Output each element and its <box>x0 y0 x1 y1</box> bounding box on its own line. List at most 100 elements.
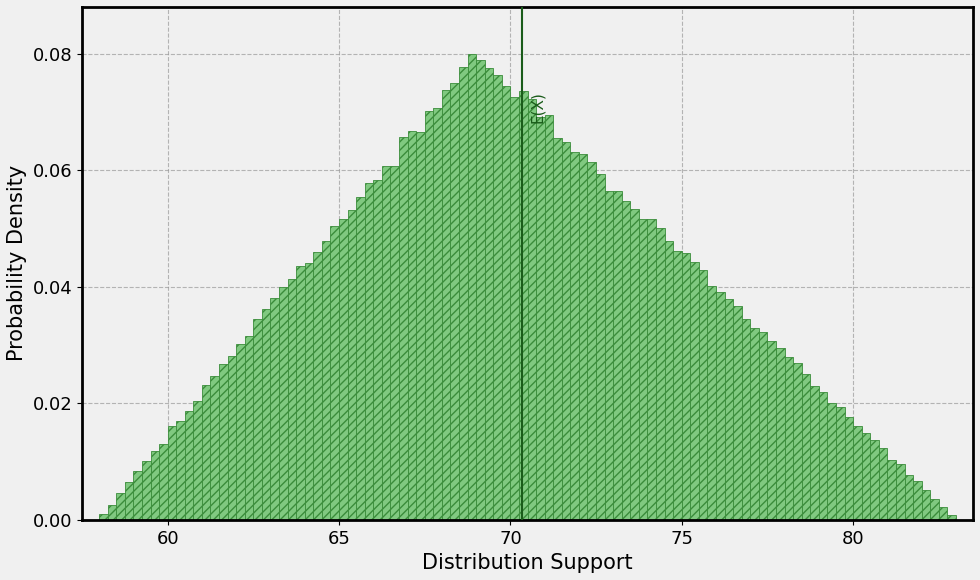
Bar <box>117 492 124 520</box>
Bar <box>767 341 776 520</box>
Bar <box>545 115 554 520</box>
Bar <box>605 191 613 520</box>
Bar <box>433 108 442 520</box>
Bar <box>887 460 896 520</box>
X-axis label: Distribution Support: Distribution Support <box>422 553 633 573</box>
Bar <box>476 60 485 520</box>
Bar <box>408 130 416 520</box>
Bar <box>451 83 459 520</box>
Bar <box>348 211 356 520</box>
Bar <box>424 111 433 520</box>
Bar <box>467 54 476 520</box>
Bar <box>845 416 854 520</box>
Bar <box>262 309 270 520</box>
Bar <box>382 165 390 520</box>
Bar <box>930 499 939 520</box>
Bar <box>802 374 810 520</box>
Bar <box>108 505 117 520</box>
Bar <box>99 514 108 520</box>
Bar <box>211 376 220 520</box>
Bar <box>682 253 690 520</box>
Bar <box>579 154 587 520</box>
Bar <box>836 408 845 520</box>
Bar <box>485 67 493 520</box>
Bar <box>270 298 279 520</box>
Bar <box>502 86 511 520</box>
Bar <box>133 472 142 520</box>
Bar <box>356 197 365 520</box>
Bar <box>896 464 905 520</box>
Bar <box>442 90 451 520</box>
Bar <box>236 343 245 520</box>
Bar <box>330 226 339 520</box>
Bar <box>939 508 948 520</box>
Text: E(X): E(X) <box>530 92 545 124</box>
Bar <box>459 67 467 520</box>
Bar <box>390 166 399 520</box>
Bar <box>305 263 314 520</box>
Bar <box>587 162 596 520</box>
Bar <box>287 279 296 520</box>
Bar <box>254 319 262 520</box>
Bar <box>245 336 254 520</box>
Bar <box>416 132 424 520</box>
Bar <box>314 252 321 520</box>
Bar <box>365 183 373 520</box>
Bar <box>321 241 330 520</box>
Bar <box>854 426 861 520</box>
Bar <box>716 292 724 520</box>
Bar <box>905 475 913 520</box>
Bar <box>562 142 570 520</box>
Bar <box>759 332 767 520</box>
Bar <box>185 411 193 520</box>
Bar <box>373 180 382 520</box>
Bar <box>202 385 211 520</box>
Bar <box>648 219 656 520</box>
Y-axis label: Probability Density: Probability Density <box>7 165 26 361</box>
Bar <box>921 490 930 520</box>
Bar <box>124 481 133 520</box>
Bar <box>142 461 151 520</box>
Bar <box>913 481 921 520</box>
Bar <box>399 137 408 520</box>
Bar <box>639 219 648 520</box>
Bar <box>708 286 716 520</box>
Bar <box>673 251 682 520</box>
Bar <box>621 201 630 520</box>
Bar <box>554 139 562 520</box>
Bar <box>159 444 168 520</box>
Bar <box>613 191 621 520</box>
Bar <box>733 306 742 520</box>
Bar <box>776 348 785 520</box>
Bar <box>279 287 287 520</box>
Bar <box>570 152 579 520</box>
Bar <box>220 364 227 520</box>
Bar <box>519 91 527 520</box>
Bar <box>861 433 870 520</box>
Bar <box>656 228 664 520</box>
Bar <box>536 117 545 520</box>
Bar <box>699 270 708 520</box>
Bar <box>690 262 699 520</box>
Bar <box>227 356 236 520</box>
Bar <box>827 403 836 520</box>
Bar <box>785 357 793 520</box>
Bar <box>339 219 348 520</box>
Bar <box>810 386 819 520</box>
Bar <box>511 97 519 520</box>
Bar <box>193 401 202 520</box>
Bar <box>742 319 751 520</box>
Bar <box>751 328 759 520</box>
Bar <box>493 75 502 520</box>
Bar <box>819 392 827 520</box>
Bar <box>664 241 673 520</box>
Bar <box>527 99 536 520</box>
Bar <box>168 426 176 520</box>
Bar <box>879 448 887 520</box>
Bar <box>296 266 305 520</box>
Bar <box>596 174 605 520</box>
Bar <box>630 209 639 520</box>
Bar <box>870 440 879 520</box>
Bar <box>948 515 956 520</box>
Bar <box>176 421 185 520</box>
